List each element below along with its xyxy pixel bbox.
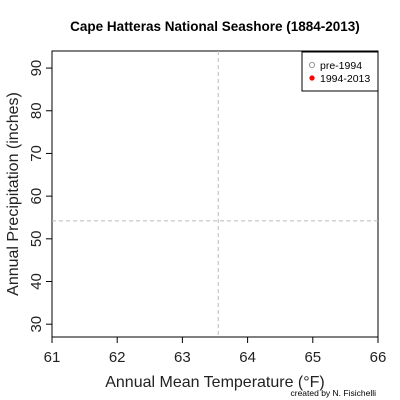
y-tick-label: 50 [28, 230, 45, 247]
x-tick-label: 61 [44, 349, 61, 366]
y-tick-label: 30 [28, 316, 45, 333]
y-axis: 30 40 50 60 70 80 90 [28, 60, 52, 333]
y-tick-label: 40 [28, 273, 45, 290]
legend-marker-1994-2013 [309, 75, 315, 81]
legend-box [301, 51, 379, 92]
legend-label-1994-2013: 1994-2013 [320, 73, 370, 85]
plot-area [51, 50, 379, 338]
chart-title: Cape Hatteras National Seashore (1884-20… [70, 19, 360, 34]
y-tick-label: 60 [28, 188, 45, 205]
credit-text: created by N. Fisichelli [290, 388, 376, 398]
x-tick-label: 64 [239, 349, 256, 366]
legend: pre-1994 1994-2013 [301, 51, 379, 92]
x-tick-label: 62 [109, 349, 126, 366]
x-tick-label: 65 [304, 349, 321, 366]
legend-label-pre-1994: pre-1994 [320, 60, 362, 72]
x-axis-label: Annual Mean Temperature (°F) [105, 374, 325, 391]
reference-lines [52, 51, 378, 337]
x-tick-label: 66 [370, 349, 387, 366]
x-tick-label: 63 [174, 349, 191, 366]
y-axis-label: Annual Precipitation (inches) [5, 92, 22, 296]
legend-marker-pre-1994 [308, 61, 316, 69]
y-tick-label: 70 [28, 145, 45, 162]
y-tick-label: 80 [28, 102, 45, 119]
y-tick-label: 90 [28, 60, 45, 77]
x-axis: 61 62 63 64 65 66 [44, 337, 387, 366]
